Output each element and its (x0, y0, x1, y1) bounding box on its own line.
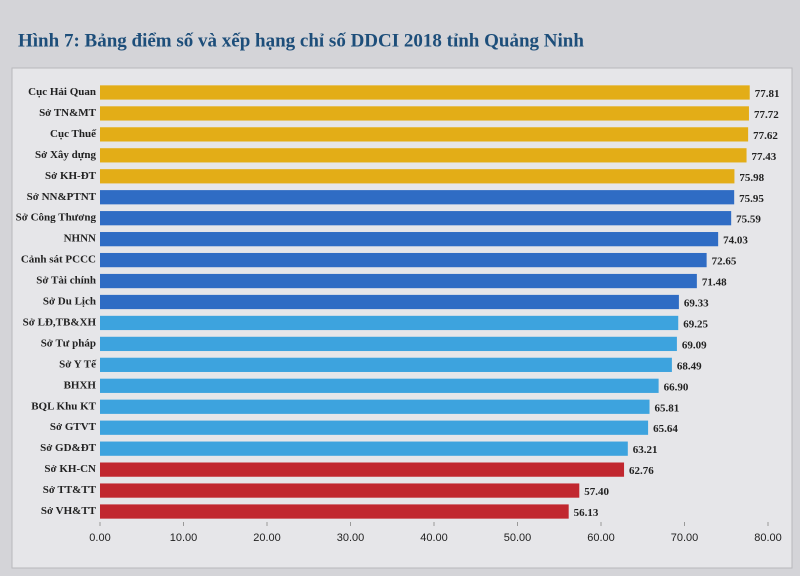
value-label: 69.25 (683, 318, 708, 330)
category-label: Sở Tư pháp (41, 337, 96, 349)
x-tick-label: 70.00 (671, 532, 699, 544)
bar (100, 127, 749, 142)
bar (100, 483, 580, 498)
x-tick-label: 30.00 (337, 532, 365, 544)
value-label: 77.62 (753, 130, 778, 142)
value-label: 75.98 (739, 172, 764, 184)
x-tick-label: 50.00 (504, 532, 532, 544)
bar (100, 399, 650, 414)
x-tick-label: 80.00 (754, 532, 782, 544)
bar (100, 169, 735, 184)
category-label: BHXH (64, 379, 97, 391)
value-label: 77.72 (754, 109, 779, 121)
value-label: 69.33 (684, 298, 709, 310)
category-label: Sở Du Lịch (43, 296, 96, 308)
bar (100, 106, 749, 121)
category-label: Sở VH&TT (41, 505, 97, 517)
bar (100, 85, 750, 100)
value-label: 62.76 (629, 465, 654, 477)
value-label: 65.64 (653, 423, 678, 435)
category-label: Sở NN&PTNT (27, 191, 97, 203)
bar (100, 294, 679, 310)
x-tick-label: 40.00 (420, 532, 448, 544)
bar (100, 462, 625, 477)
bar (100, 252, 707, 268)
category-label: Cảnh sát PCCC (21, 254, 96, 266)
x-tick-label: 60.00 (587, 532, 615, 544)
category-label: Cục Hải Quan (28, 86, 96, 98)
value-label: 65.81 (655, 402, 680, 414)
category-label: Sở Tài chính (36, 275, 96, 287)
x-tick-label: 20.00 (253, 532, 281, 544)
category-label: Sở Y Tế (59, 358, 97, 370)
value-label: 77.81 (755, 88, 780, 100)
category-label: Sở TN&MT (39, 107, 97, 119)
category-label: Sở KH-CN (44, 463, 96, 475)
bar (100, 420, 649, 435)
bar (100, 441, 628, 456)
value-label: 75.59 (736, 214, 761, 226)
bar (100, 357, 672, 372)
bar (100, 232, 719, 247)
bar (100, 273, 697, 289)
value-label: 72.65 (712, 256, 737, 268)
bar (100, 504, 569, 519)
value-label: 77.43 (752, 151, 777, 163)
category-label: Sở GTVT (50, 421, 97, 433)
bar (100, 336, 677, 352)
bar (100, 211, 732, 226)
category-label: Sở Xây dựng (35, 149, 96, 161)
value-label: 68.49 (677, 360, 702, 372)
category-label: Sở TT&TT (43, 484, 97, 496)
value-label: 75.95 (739, 193, 764, 205)
chart-title: Hình 7: Bảng điểm số và xếp hạng chỉ số … (18, 30, 584, 51)
value-label: 63.21 (633, 444, 658, 456)
x-tick-label: 0.00 (89, 532, 110, 544)
category-label: Sở LĐ,TB&XH (23, 316, 97, 328)
bar (100, 148, 747, 163)
value-label: 66.90 (664, 381, 689, 393)
category-label: Sở Công Thương (16, 212, 97, 224)
value-label: 56.13 (574, 507, 599, 519)
bar (100, 315, 679, 331)
value-label: 74.03 (723, 235, 748, 247)
bar (100, 190, 735, 205)
value-label: 69.09 (682, 339, 707, 351)
category-label: BQL Khu KT (31, 400, 96, 412)
bar (100, 378, 659, 393)
category-label: NHNN (64, 233, 96, 245)
value-label: 57.40 (584, 486, 609, 498)
category-label: Sở KH-ĐT (45, 170, 97, 182)
category-label: Cục Thuế (50, 128, 97, 140)
category-label: Sở GD&ĐT (40, 442, 97, 454)
value-label: 71.48 (702, 277, 727, 289)
x-tick-label: 10.00 (170, 532, 198, 544)
